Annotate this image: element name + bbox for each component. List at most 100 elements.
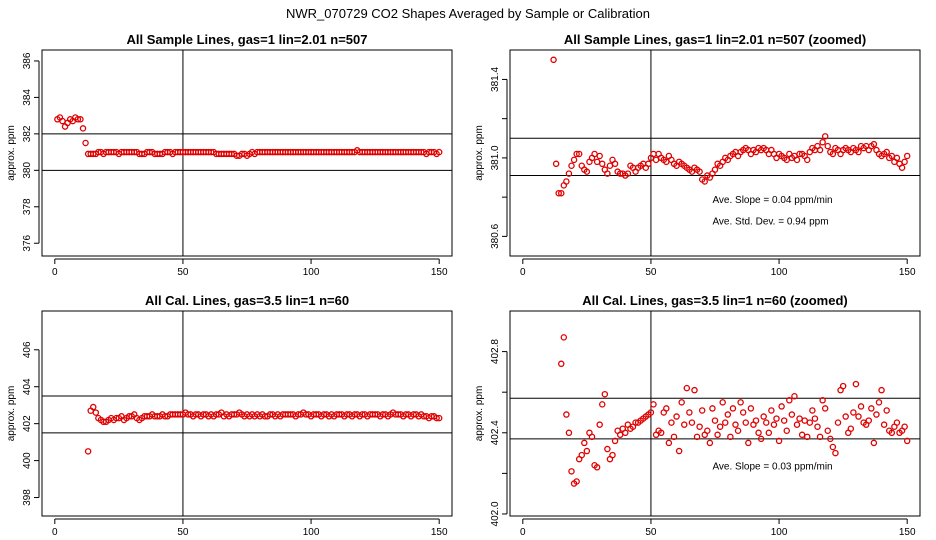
data-point — [701, 178, 709, 185]
data-point — [829, 150, 837, 158]
data-point — [435, 414, 443, 422]
y-axis-label: approx. ppm — [6, 125, 17, 181]
data-point — [783, 427, 791, 435]
data-point — [688, 419, 696, 426]
data-point — [611, 437, 619, 445]
data-point — [691, 386, 698, 394]
data-point — [79, 125, 87, 132]
x-tick-label: 100 — [771, 267, 788, 278]
data-point — [681, 421, 688, 428]
data-point — [811, 415, 819, 422]
data-point — [824, 427, 832, 435]
data-point — [611, 160, 619, 168]
x-tick-label: 100 — [303, 267, 320, 278]
data-point — [573, 478, 580, 485]
x-tick-label: 150 — [431, 527, 448, 538]
data-point — [711, 417, 719, 424]
y-axis-label: approx. ppm — [6, 386, 17, 442]
data-point — [609, 451, 616, 459]
data-point — [599, 401, 606, 408]
data-point — [857, 403, 865, 410]
data-point — [880, 421, 888, 428]
y-tick-label: 378 — [22, 198, 33, 215]
data-point — [560, 334, 568, 341]
data-point — [693, 433, 701, 441]
data-point — [788, 411, 796, 418]
data-point — [90, 403, 97, 411]
x-tick-label: 50 — [177, 267, 189, 278]
data-point — [878, 386, 885, 394]
data-point — [599, 160, 606, 168]
data-point — [583, 447, 591, 455]
data-point — [435, 148, 443, 156]
data-point — [855, 413, 862, 420]
data-point — [552, 160, 560, 168]
data-point — [714, 431, 721, 439]
chart-panel: All Sample Lines, gas=1 lin=2.01 n=507 0 5… — [6, 32, 453, 278]
data-point — [606, 162, 614, 170]
data-point — [804, 156, 811, 164]
chart-panel: All Cal. Lines, gas=3.5 lin=1 n=60 (zoom… — [474, 293, 921, 538]
data-point — [847, 425, 855, 432]
data-point — [903, 152, 911, 160]
data-point — [770, 421, 778, 428]
data-point — [842, 413, 849, 420]
data-point — [568, 162, 575, 170]
data-point — [622, 429, 629, 437]
data-point — [752, 417, 760, 424]
data-point — [834, 419, 842, 426]
data-point — [737, 399, 744, 406]
data-point — [604, 170, 611, 177]
y-tick-label: 400 — [22, 452, 33, 469]
data-point — [663, 405, 670, 412]
data-point — [686, 409, 693, 416]
data-point — [903, 437, 911, 445]
data-point — [558, 360, 565, 368]
data-point — [652, 156, 660, 164]
data-point — [757, 435, 765, 443]
data-point — [570, 156, 578, 164]
data-point — [573, 150, 580, 158]
x-tick-label: 150 — [899, 527, 916, 538]
y-tick-label: 402.0 — [490, 501, 501, 526]
x-tick-label: 150 — [431, 267, 448, 278]
chart-title: All Cal. Lines, gas=3.5 lin=1 n=60 (zoom… — [582, 293, 848, 308]
data-point — [709, 405, 716, 412]
data-point — [806, 419, 814, 426]
data-point — [675, 447, 683, 455]
y-tick-label: 402.4 — [490, 420, 501, 445]
data-point — [791, 392, 798, 400]
data-point — [696, 423, 703, 430]
data-point — [704, 427, 711, 435]
x-tick-label: 0 — [520, 527, 526, 538]
data-point — [596, 152, 603, 160]
data-point — [739, 409, 747, 416]
x-tick-label: 100 — [771, 527, 788, 538]
data-point — [775, 437, 783, 445]
y-tick-label: 386 — [22, 52, 33, 69]
y-tick-label: 402 — [22, 415, 33, 432]
data-point — [786, 397, 793, 404]
y-tick-label: 376 — [22, 234, 33, 251]
data-point — [814, 423, 821, 430]
data-point — [760, 413, 767, 420]
plot-frame — [509, 310, 921, 517]
data-point — [678, 399, 685, 406]
data-point — [575, 150, 583, 158]
data-point — [865, 417, 873, 424]
data-point — [563, 178, 570, 185]
data-point — [77, 116, 84, 123]
x-tick-label: 0 — [52, 527, 58, 538]
data-point — [645, 160, 652, 168]
data-point — [821, 133, 829, 140]
data-point — [745, 439, 752, 447]
chart-title: All Cal. Lines, gas=3.5 lin=1 n=60 — [145, 293, 349, 308]
data-point — [816, 433, 824, 441]
data-point — [839, 382, 847, 390]
data-point — [616, 431, 624, 439]
data-point — [832, 449, 839, 457]
data-point — [768, 407, 775, 414]
data-point — [816, 146, 824, 154]
data-point — [742, 419, 750, 426]
data-point — [588, 433, 596, 441]
